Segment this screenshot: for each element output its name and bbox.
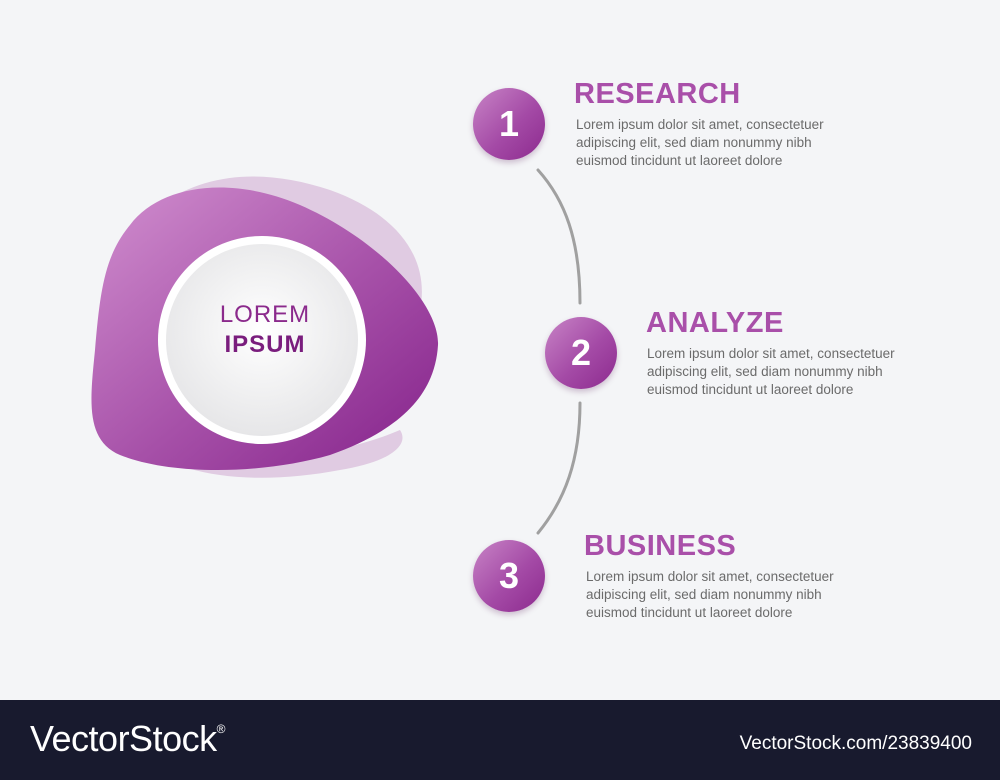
registered-mark: ® xyxy=(216,722,226,736)
step-1-description-line: adipiscing elit, sed diam nonummy nibh xyxy=(576,135,812,150)
step-2-title: ANALYZE xyxy=(646,307,784,339)
center-label: LOREM IPSUM xyxy=(165,300,365,360)
step-2-description-line: euismod tincidunt ut laoreet dolore xyxy=(647,382,854,397)
vectorstock-logo: VectorStock® xyxy=(30,718,225,760)
center-label-line1: LOREM xyxy=(219,301,311,328)
step-3-description-line: euismod tincidunt ut laoreet dolore xyxy=(586,605,793,620)
infographic-artwork xyxy=(91,168,582,535)
step-2-description: Lorem ipsum dolor sit amet, consectetuer… xyxy=(647,345,947,399)
step-3-description: Lorem ipsum dolor sit amet, consectetuer… xyxy=(586,568,886,622)
step-3-number-badge: 3 xyxy=(473,540,545,612)
infographic-canvas: LOREM IPSUM 1 RESEARCH Lorem ipsum dolor… xyxy=(91,78,947,622)
step-3-title: BUSINESS xyxy=(584,530,737,562)
connector-arc-lower xyxy=(536,401,582,535)
step-3-description-line: Lorem ipsum dolor sit amet, consectetuer xyxy=(586,569,834,584)
connector-arc-upper xyxy=(536,168,582,305)
step-1-description-line: Lorem ipsum dolor sit amet, consectetuer xyxy=(576,117,824,132)
step-2-description-line: adipiscing elit, sed diam nonummy nibh xyxy=(647,364,883,379)
step-1-description-line: euismod tincidunt ut laoreet dolore xyxy=(576,153,783,168)
watermark-footer: VectorStock® VectorStock.com/23839400 xyxy=(0,700,1000,780)
step-1-description: Lorem ipsum dolor sit amet, consectetuer… xyxy=(576,116,876,170)
step-1-title: RESEARCH xyxy=(574,78,741,110)
step-2-number-badge: 2 xyxy=(545,317,617,389)
center-circle xyxy=(166,244,358,436)
step-1-number-badge: 1 xyxy=(473,88,545,160)
center-label-line2: IPSUM xyxy=(224,331,306,358)
step-3-description-line: adipiscing elit, sed diam nonummy nibh xyxy=(586,587,822,602)
step-2-description-line: Lorem ipsum dolor sit amet, consectetuer xyxy=(647,346,895,361)
brand-name: VectorStock xyxy=(30,718,217,759)
image-id-label: VectorStock.com/23839400 xyxy=(739,733,972,754)
